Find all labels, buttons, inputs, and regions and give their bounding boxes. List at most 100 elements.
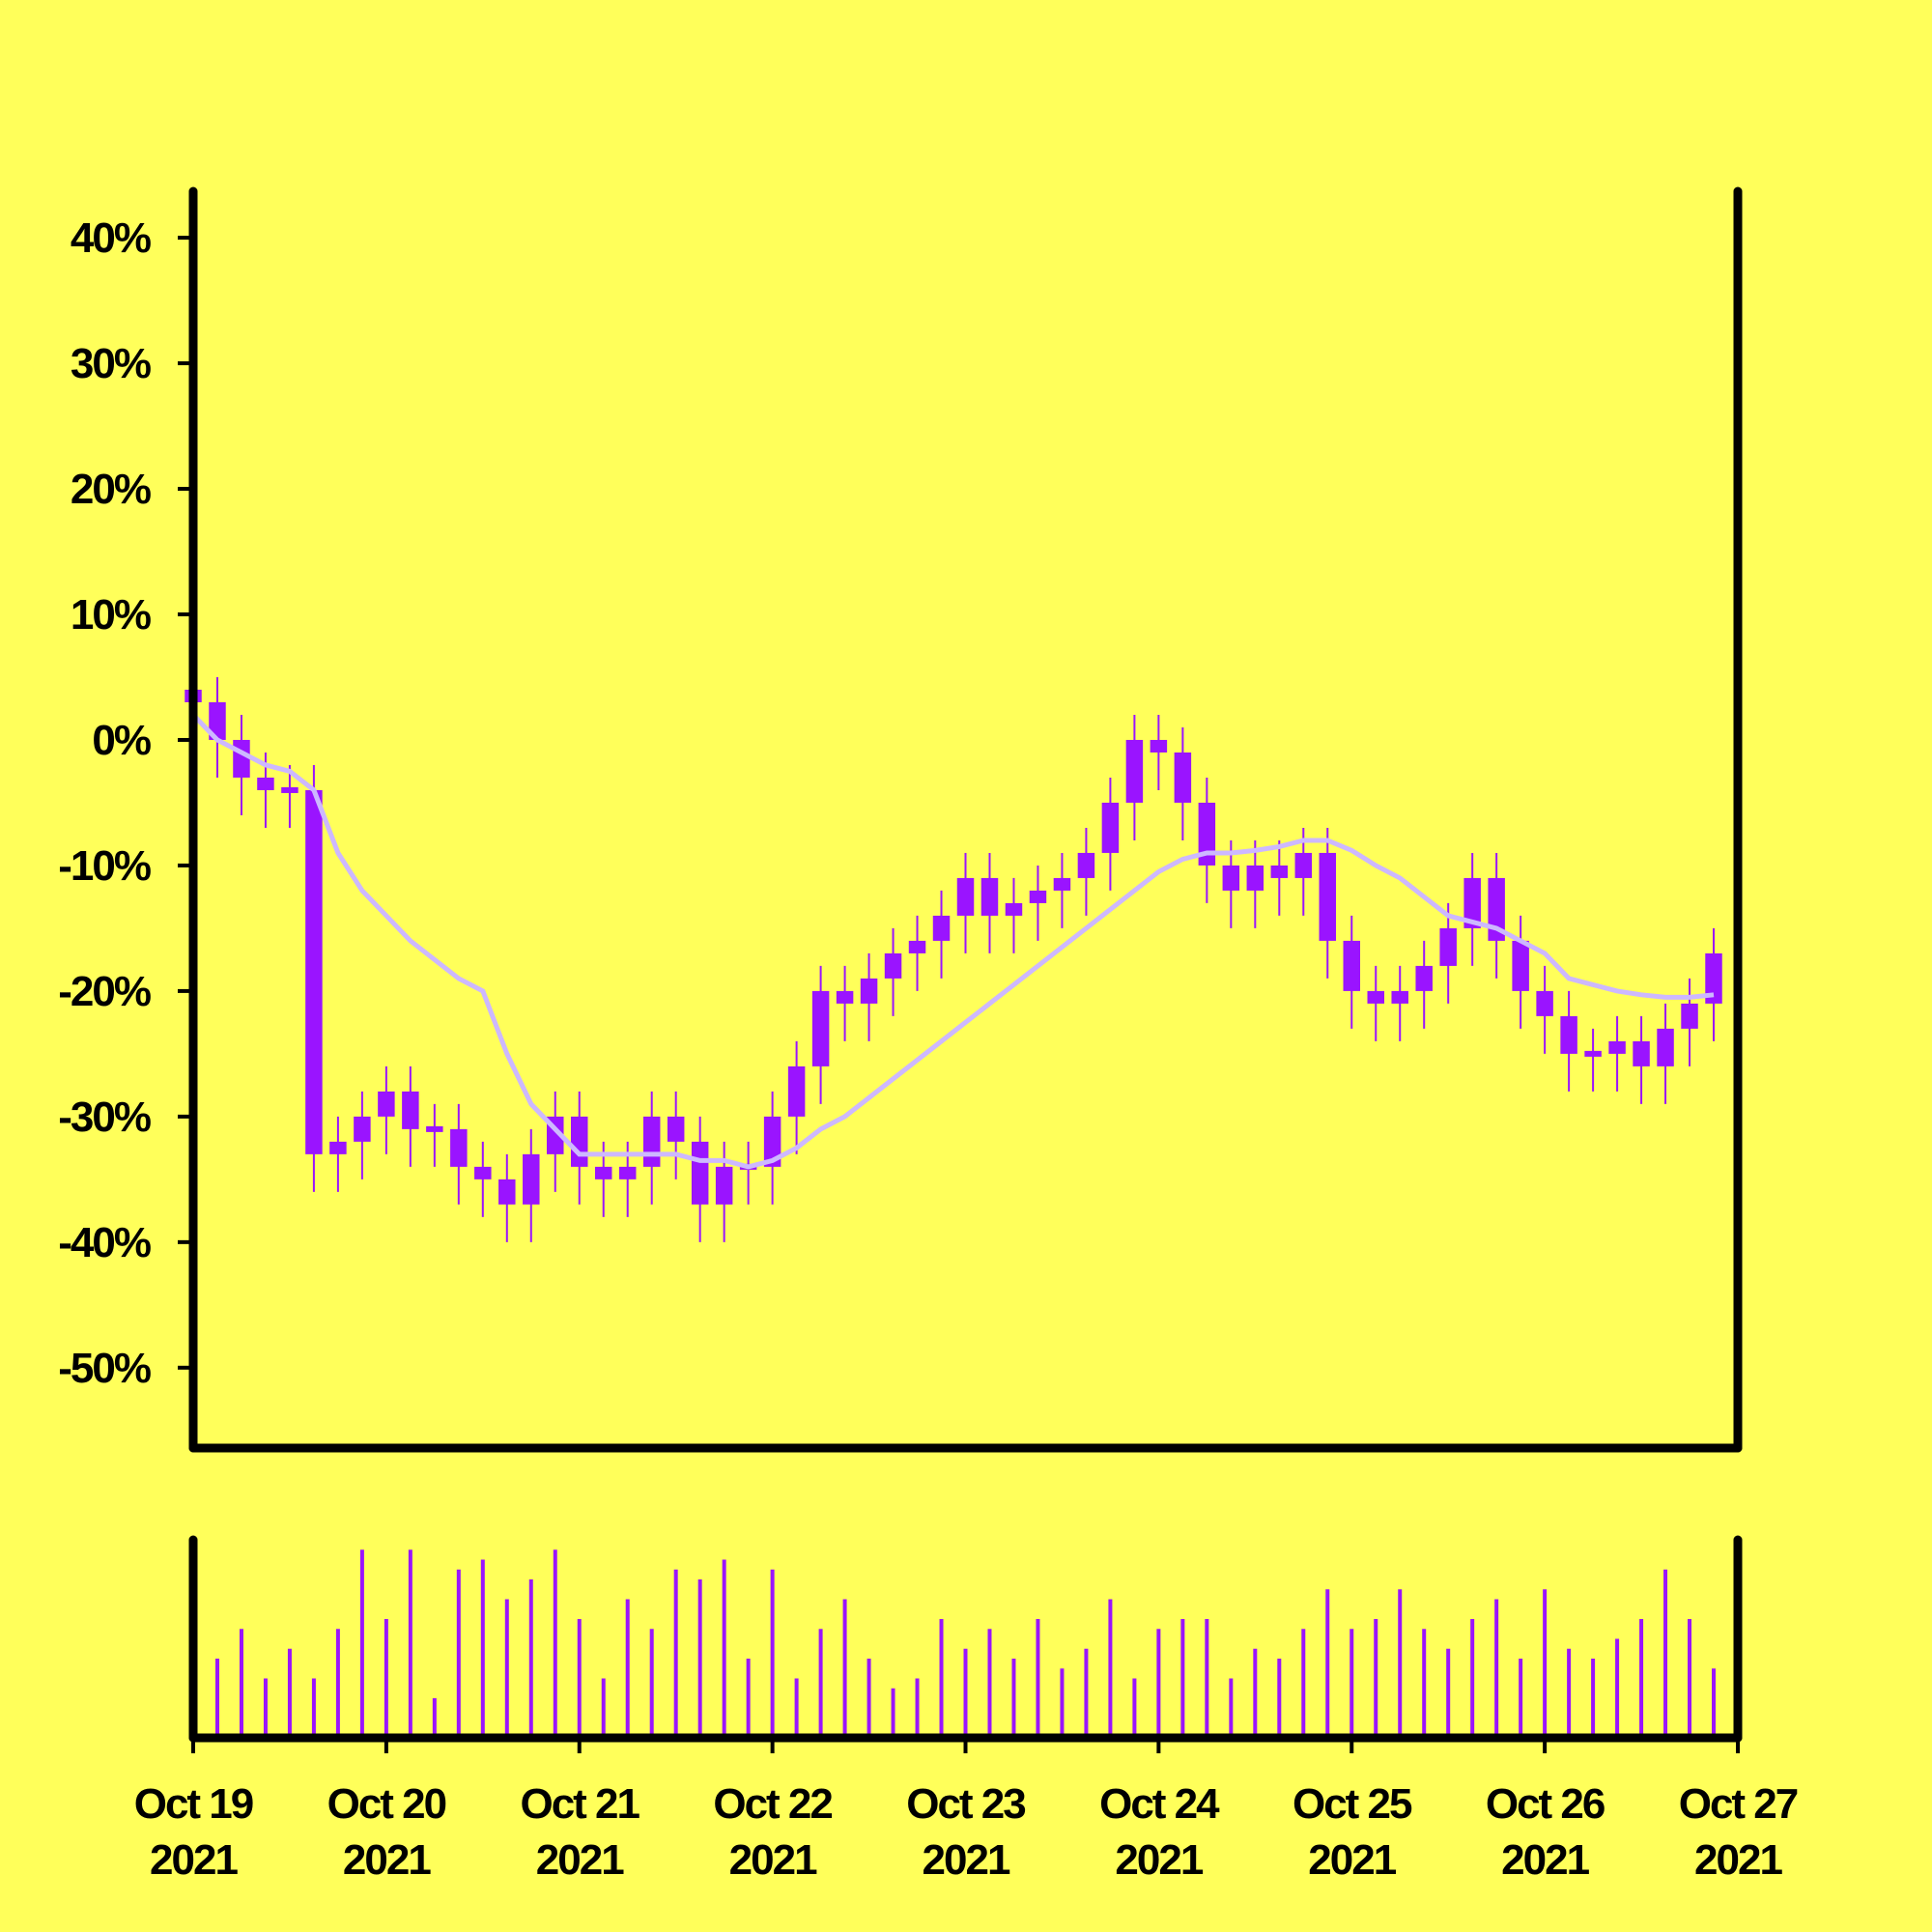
volume-bar: [1688, 1619, 1692, 1738]
candle-body: [1125, 739, 1144, 803]
x-tick-label: Oct 23 2021: [906, 1780, 1025, 1884]
candle-body: [860, 978, 878, 1004]
candle-body: [209, 701, 226, 740]
volume-bar: [359, 1549, 364, 1738]
volume-bar: [1422, 1629, 1427, 1738]
volume-bar: [1301, 1629, 1306, 1738]
candle-body: [305, 789, 323, 1154]
volume-bar: [1519, 1659, 1523, 1738]
candle-body: [908, 940, 926, 953]
candle-body: [523, 1153, 540, 1205]
candle-body: [715, 1166, 733, 1205]
candle-body: [1077, 852, 1095, 878]
y-tick-label: -30%: [58, 1094, 151, 1141]
volume-bar: [867, 1659, 871, 1738]
candle-body: [402, 1091, 419, 1129]
volume-bar: [1205, 1619, 1209, 1738]
volume-bar: [649, 1629, 654, 1738]
volume-bar: [625, 1599, 630, 1738]
volume-bar: [746, 1659, 751, 1738]
x-tick-label: Oct 22 2021: [713, 1780, 832, 1884]
candle-body: [1319, 852, 1337, 941]
volume-bar: [673, 1569, 678, 1738]
volume-bar: [963, 1648, 968, 1738]
x-tick-label: Oct 19 2021: [134, 1780, 253, 1884]
volume-bar: [335, 1629, 340, 1738]
volume-bar: [1011, 1659, 1016, 1738]
volume-bar: [697, 1579, 702, 1738]
x-tick-label: Oct 25 2021: [1293, 1780, 1412, 1884]
candle-body: [1705, 952, 1722, 1004]
candle-body: [257, 777, 274, 790]
candle-body: [1463, 877, 1481, 928]
y-tick-label: 10%: [71, 591, 151, 639]
volume-bar: [577, 1619, 582, 1738]
volume-bar: [263, 1678, 268, 1738]
volume-bar: [504, 1599, 509, 1738]
volume-bar: [722, 1559, 726, 1738]
candle-body: [1053, 877, 1071, 891]
volume-bar: [1615, 1638, 1620, 1738]
volume-bar: [794, 1678, 799, 1738]
y-tick-label: -10%: [58, 842, 151, 890]
volume-bar: [1036, 1619, 1040, 1738]
volume-bar: [939, 1619, 944, 1738]
candle-body: [884, 952, 902, 979]
volume-bar: [408, 1549, 412, 1738]
y-tick-label: 0%: [92, 717, 150, 764]
candle-body: [474, 1166, 492, 1179]
volume-bar: [1374, 1619, 1378, 1738]
candle-body: [811, 990, 830, 1066]
candle-body: [426, 1125, 443, 1132]
candle-body: [1657, 1028, 1674, 1066]
volume-bar: [1543, 1589, 1548, 1738]
volume-bar: [1494, 1599, 1499, 1738]
y-tick-label: -50%: [58, 1345, 151, 1392]
volume-bar: [480, 1559, 485, 1738]
candle-body: [1439, 927, 1457, 966]
volume-bar: [770, 1569, 775, 1738]
volume-bar: [214, 1659, 219, 1738]
volume-bar: [1446, 1648, 1451, 1738]
candle-body: [233, 739, 250, 778]
candle-body: [618, 1166, 637, 1179]
candle-body: [1246, 865, 1264, 891]
candle-body: [571, 1116, 588, 1167]
candle-body: [329, 1141, 347, 1154]
x-tick-label: Oct 27 2021: [1679, 1780, 1798, 1884]
x-tick-label: Oct 21 2021: [520, 1780, 639, 1884]
volume-bar: [1591, 1659, 1596, 1738]
candle-body: [450, 1128, 468, 1167]
candle-body: [642, 1116, 661, 1167]
candle-body: [1101, 802, 1120, 853]
y-tick-label: 30%: [71, 340, 151, 387]
candle-body: [1343, 940, 1360, 991]
candle-body: [667, 1116, 685, 1142]
volume-bar: [1108, 1599, 1113, 1738]
volume-bar: [1229, 1678, 1234, 1738]
volume-bar: [891, 1688, 895, 1738]
volume-bar: [818, 1629, 823, 1738]
y-tick-label: -40%: [58, 1219, 151, 1266]
volume-bar: [1470, 1619, 1475, 1738]
candle-body: [1198, 802, 1216, 866]
candle-body: [763, 1116, 781, 1167]
candle-body: [1222, 865, 1240, 891]
candle-body: [498, 1179, 516, 1205]
volume-bar: [1277, 1659, 1282, 1738]
volume-bar: [1253, 1648, 1258, 1738]
candle-body: [932, 915, 951, 941]
volume-bar: [1663, 1569, 1668, 1738]
volume-bar: [915, 1678, 920, 1738]
volume-bar: [239, 1629, 243, 1738]
candle-body: [956, 877, 975, 916]
candle-body: [1681, 1003, 1698, 1029]
volume-bar: [1350, 1629, 1354, 1738]
volume-bar: [1156, 1629, 1161, 1738]
volume-bar: [842, 1599, 847, 1738]
candle-body: [787, 1065, 806, 1117]
candle-body: [1415, 965, 1433, 991]
candle-body: [1512, 940, 1529, 991]
volume-bar: [311, 1678, 316, 1738]
